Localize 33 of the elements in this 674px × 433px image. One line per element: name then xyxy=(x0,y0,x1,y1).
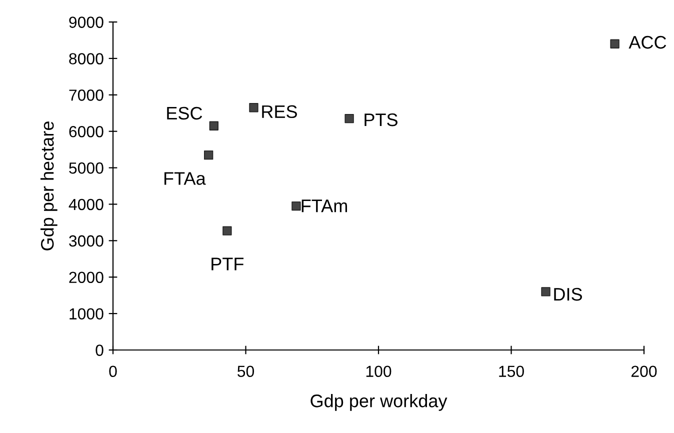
y-tick-label: 9000 xyxy=(69,16,104,28)
y-tick-label: 2000 xyxy=(69,272,104,284)
annotation: FTAa xyxy=(164,172,206,185)
annotation: PTS xyxy=(364,113,398,126)
point xyxy=(222,226,232,236)
x-tick-label: 200 xyxy=(631,366,657,378)
y-axis-title: Gdp per hectare xyxy=(40,122,58,250)
x-tick-label: 150 xyxy=(499,366,524,378)
point xyxy=(541,287,550,296)
point xyxy=(249,103,258,112)
point xyxy=(209,121,218,130)
point xyxy=(292,201,301,211)
annotation: DIS xyxy=(554,288,582,301)
point xyxy=(344,114,354,124)
x-tick-label: 50 xyxy=(238,366,254,378)
y-tick-label: 0 xyxy=(96,344,104,356)
y-tick-label: 6000 xyxy=(69,126,104,138)
point xyxy=(610,39,620,48)
x-tick-label: 0 xyxy=(109,366,117,378)
x-tick-label: 100 xyxy=(366,366,392,378)
y-tick-label: 7000 xyxy=(69,90,104,101)
annotation: PTF xyxy=(212,258,244,270)
point xyxy=(204,150,214,160)
x-axis-title: Gdp per workday xyxy=(310,394,448,411)
annotation: ESC xyxy=(167,106,202,120)
y-tick-label: 3000 xyxy=(69,235,104,247)
annotation: RES xyxy=(262,105,297,118)
y-tick-label: 1000 xyxy=(70,308,104,320)
annotation: FTAm xyxy=(302,200,347,212)
y-tick-label: 8000 xyxy=(69,53,104,64)
y-tick-label: 5000 xyxy=(69,162,104,174)
y-tick-label: 4000 xyxy=(68,198,104,210)
annotation: ACC xyxy=(628,36,666,49)
